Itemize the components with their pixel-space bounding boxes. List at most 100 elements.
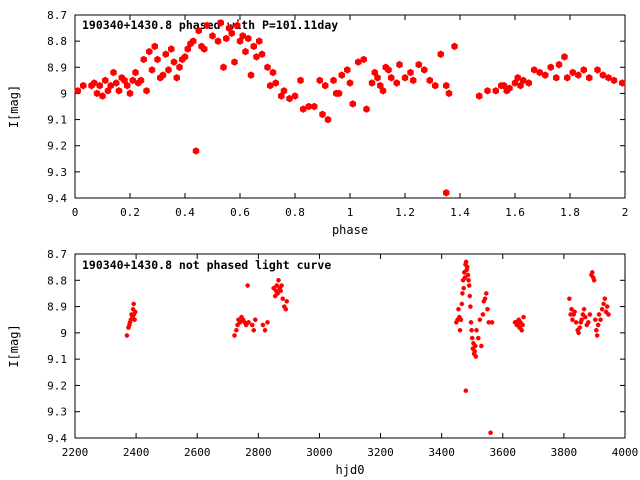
top-data-point [214, 37, 222, 45]
bottom-data-point [456, 306, 461, 312]
top-data-point [132, 68, 139, 77]
top-data-point [349, 100, 356, 108]
bottom-panel-title: 190340+1430.8 not phased light curve [82, 258, 331, 272]
bottom-data-point [473, 354, 479, 359]
top-data-point [231, 58, 238, 66]
bottom-data-point [521, 314, 526, 320]
top-data-point [443, 189, 450, 197]
bottom-data-point [260, 322, 266, 328]
top-data-point [146, 47, 153, 56]
bottom-data-point [274, 283, 279, 288]
top-data-point [291, 92, 299, 100]
top-data-point [234, 21, 241, 30]
bottom-data-point [461, 285, 466, 291]
top-data-point [437, 50, 444, 58]
top-data-point [360, 55, 367, 64]
top-x-tick-label: 0 [72, 206, 79, 219]
top-x-tick-label: 1.8 [560, 206, 580, 219]
bottom-data-point [279, 283, 284, 288]
top-data-point [176, 63, 183, 72]
top-data-point [91, 79, 98, 87]
bottom-data-point [581, 306, 587, 312]
bottom-data-point [488, 430, 493, 436]
bottom-data-point [283, 306, 289, 312]
bottom-x-tick-label: 3400 [428, 446, 455, 459]
top-data-point [165, 66, 172, 74]
bottom-data-point [465, 264, 470, 270]
bottom-data-point [265, 320, 270, 325]
top-data-point [124, 81, 131, 90]
top-y-tick-label: 9.1 [47, 114, 67, 127]
top-x-tick-label: 1.6 [505, 206, 525, 219]
top-data-point [137, 76, 145, 85]
top-data-point [410, 76, 417, 85]
top-data-point [555, 60, 563, 69]
bottom-y-tick-label: 9.1 [47, 353, 67, 366]
bottom-y-tick-label: 9 [60, 327, 67, 340]
bottom-data-point [249, 322, 255, 328]
bottom-data-point [234, 327, 239, 333]
top-series [74, 19, 626, 197]
top-data-point [267, 81, 274, 90]
top-data-point [154, 55, 161, 64]
top-data-point [239, 32, 246, 40]
top-y-axis-label: I[mag] [7, 85, 21, 128]
bottom-data-point [573, 320, 579, 325]
top-data-point [393, 79, 400, 87]
top-x-tick-label: 2 [622, 206, 629, 219]
top-x-tick-label: 0.6 [230, 206, 250, 219]
bottom-data-point [469, 327, 474, 333]
bottom-data-point [280, 296, 286, 301]
bottom-data-point [131, 301, 136, 307]
top-data-point [80, 81, 87, 90]
bottom-data-point [479, 343, 484, 349]
top-data-point [140, 55, 147, 64]
top-data-point [113, 79, 120, 87]
top-x-axis-label: phase [332, 223, 368, 237]
top-data-point [297, 76, 304, 85]
top-data-point [107, 81, 114, 90]
bottom-y-axis-label: I[mag] [7, 324, 21, 367]
top-data-point [286, 94, 293, 103]
bottom-y-tick-label: 9.4 [47, 432, 67, 445]
top-data-point [605, 73, 612, 82]
top-x-tick-label: 0.8 [285, 206, 305, 219]
top-data-point [173, 73, 180, 82]
top-data-point [143, 87, 150, 95]
top-data-point [269, 68, 277, 77]
top-data-point [96, 81, 103, 90]
top-data-point [426, 76, 433, 85]
bottom-x-axis-label: hjd0 [336, 463, 365, 477]
bottom-data-point [579, 317, 584, 323]
bottom-data-point [276, 277, 281, 283]
top-data-point [148, 66, 156, 74]
bottom-data-point [582, 314, 588, 320]
top-data-point [264, 63, 271, 72]
top-x-tick-label: 1.4 [450, 206, 470, 219]
top-data-point [385, 66, 392, 74]
bottom-data-point [463, 259, 469, 265]
top-y-tick-label: 9.2 [47, 140, 67, 153]
bottom-data-point [132, 317, 137, 323]
bottom-y-tick-label: 9.3 [47, 406, 67, 419]
bottom-data-point [599, 306, 605, 312]
top-data-point [514, 73, 521, 82]
top-data-point [322, 81, 329, 90]
top-data-point [379, 87, 387, 95]
top-data-point [220, 63, 227, 72]
bottom-data-point [457, 327, 463, 333]
bottom-data-point [458, 317, 464, 323]
top-data-point [250, 42, 257, 51]
top-y-tick-label: 8.8 [47, 35, 67, 48]
top-x-tick-label: 0.4 [175, 206, 195, 219]
bottom-data-point [462, 275, 468, 280]
bottom-x-tick-label: 2600 [184, 446, 211, 459]
bottom-data-point [465, 272, 471, 278]
top-data-point [316, 76, 323, 85]
top-data-point [368, 79, 376, 87]
top-data-point [115, 87, 123, 95]
top-data-point [272, 79, 279, 87]
bottom-data-point [595, 322, 601, 328]
bottom-data-point [237, 320, 243, 325]
